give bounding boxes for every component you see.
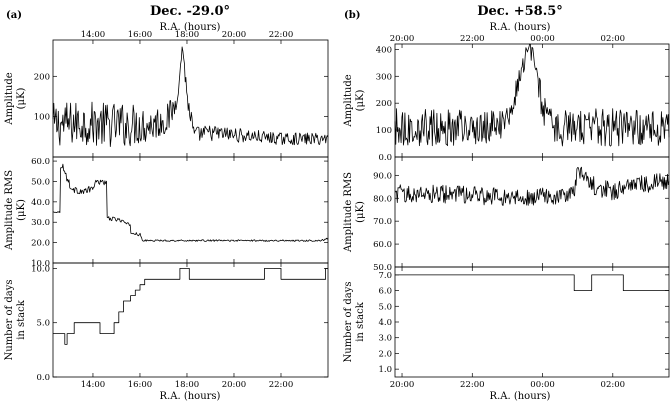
panel-a-subplot-1-ylabel-line2: (μK) [16, 88, 27, 110]
panel-b-top-xtick-label: 20:00 [390, 34, 415, 44]
panel-b-plot: 0.0100200300400Amplitude(μK)50.060.070.0… [343, 34, 670, 390]
panel-a-subplot-2-series-line [52, 163, 329, 242]
panel-a-subplot-3-frame [52, 262, 329, 378]
panel-b-subplot-1-ytick-label: 0.0 [378, 153, 392, 163]
panel-a-subplot-3-ytick-label: 0.0 [36, 373, 50, 383]
panel-a-subplot-2-frame [52, 156, 329, 264]
panel-b-subplot-3-ylabel-line2: in stack [355, 301, 366, 342]
panel-b-subplot-2-ylabel-line2: (μK) [355, 201, 366, 223]
panel-a-subplot-2-ytick-label: 10.0 [31, 259, 50, 269]
panel-b-bottom-xtick-label: 02:00 [601, 380, 626, 390]
panel-a-bottom-xtick-label: 14:00 [81, 380, 106, 390]
panel-b-subplot-3-ytick-label: 5.0 [378, 302, 392, 312]
panel-a-bottom-xtick-label: 20:00 [222, 380, 247, 390]
panel-b-subplot-1-ylabel: Amplitude(μK) [343, 74, 366, 127]
panel-b-subplot-1-ytick-label: 200 [376, 99, 392, 109]
panel-b-bottom-xtick-label: 00:00 [530, 380, 555, 390]
panel-a-subplot-1-series-line [52, 46, 329, 148]
panel-b-subplot-3-frame [394, 266, 670, 378]
panel-b-bottom-xtick-label: 22:00 [460, 380, 485, 390]
panel-a-top-xtick-label: 20:00 [222, 30, 247, 40]
panel-a-plot: 100200Amplitude(μK)10.020.030.040.050.06… [4, 30, 329, 390]
panel-a-subplot-2-ylabel: Amplitude RMS(μK) [4, 170, 27, 251]
panel-a-subplot-2-ytick-label: 20.0 [31, 239, 50, 249]
panel-a-top-xtick-label: 22:00 [269, 30, 294, 40]
panel-b-bottom-axis-label: R.A. (hours) [490, 391, 551, 402]
panel-b-subplot-1-ytick-label: 300 [376, 72, 392, 82]
panel-b-subplot-2-ylabel: Amplitude RMS(μK) [343, 172, 366, 253]
panel-b-subplot-3-ylabel: Number of daysin stack [343, 282, 366, 363]
panel-b-subplot-1-ytick-label: 100 [376, 126, 392, 136]
panel-a-subplot-2-ytick-label: 60.0 [31, 157, 50, 167]
panel-b-subplot-2-ytick-label: 90.0 [373, 171, 392, 181]
panel-b-subplot-3-ytick-label: 1.0 [378, 365, 392, 375]
panel-b-top-axis-label: R.A. (hours) [490, 22, 551, 33]
panel-a-subplot-1-ytick-label: 200 [34, 72, 50, 82]
panel-b-title: Dec. +58.5° [477, 4, 563, 19]
panel-a-subplot-1-ylabel-line1: Amplitude [4, 72, 15, 125]
panel-a-top-xtick-label: 16:00 [128, 30, 153, 40]
panel-b-subplot-3-ylabel-line1: Number of days [343, 282, 354, 363]
panel-b-subplot-3-ytick-label: 3.0 [378, 334, 392, 344]
panel-a-subplot-2-ytick-label: 50.0 [31, 177, 50, 187]
panel-b-subplot-1-series-line [394, 43, 670, 147]
panel-a-subplot-2-ytick-label: 40.0 [31, 198, 50, 208]
panel-a-label: (a) [6, 10, 22, 21]
panel-b-subplot-1-ytick-label: 400 [376, 45, 392, 55]
panel-b-label: (b) [344, 10, 360, 21]
panel-b-subplot-2-ytick-label: 70.0 [373, 217, 392, 227]
panel-b-subplot-2-series-line [394, 166, 670, 206]
panel-a-subplot-1-frame [52, 39, 329, 158]
panel-b-subplot-2-ytick-label: 50.0 [373, 263, 392, 273]
panel-b-subplot-2-ytick-label: 80.0 [373, 194, 392, 204]
panel-b-subplot-2-ytick-label: 60.0 [373, 240, 392, 250]
panel-a-subplot-3-ylabel-line2: in stack [16, 299, 27, 340]
panel-a-subplot-3-ylabel-line1: Number of days [4, 280, 15, 361]
panel-b-subplot-1-ylabel-line1: Amplitude [343, 74, 354, 127]
panel-a-subplot-3-ylabel: Number of daysin stack [4, 280, 27, 361]
panel-a-bottom-axis-label: R.A. (hours) [160, 391, 221, 402]
panel-b-subplot-3-series-line [395, 274, 669, 292]
panel-a-top-axis-label: R.A. (hours) [160, 22, 221, 33]
panel-b-subplot-3-ytick-label: 6.0 [378, 287, 392, 297]
panel-a-subplot-3-series-line [53, 267, 328, 345]
panel-b-subplot-1-ylabel-line2: (μK) [355, 90, 366, 112]
panel-b-top-xtick-label: 02:00 [601, 34, 626, 44]
panel-b-bottom-xtick-label: 20:00 [390, 380, 415, 390]
panel-a-top-xtick-label: 18:00 [175, 30, 200, 40]
panel-b-subplot-3-ytick-label: 7.0 [378, 271, 392, 281]
panel-a-subplot-1-ytick-label: 100 [34, 113, 50, 123]
panel-a-subplot-2-ytick-label: 30.0 [31, 218, 50, 228]
panel-a-title: Dec. -29.0° [150, 4, 230, 19]
panel-a-bottom-xtick-label: 22:00 [269, 380, 294, 390]
panel-a-subplot-1-ylabel: Amplitude(μK) [4, 72, 27, 125]
panel-b-top-xtick-label: 00:00 [530, 34, 555, 44]
panel-a-subplot-3-ytick-label: 5.0 [36, 319, 50, 329]
panel-a-top-xtick-label: 14:00 [81, 30, 106, 40]
panel-b-subplot-2-frame [394, 156, 670, 268]
panel-b-subplot-3-ytick-label: 4.0 [378, 318, 392, 328]
panel-a-subplot-2-ylabel-line2: (μK) [16, 199, 27, 221]
panel-b-subplot-2-ylabel-line1: Amplitude RMS [343, 172, 354, 253]
panel-a-bottom-xtick-label: 18:00 [175, 380, 200, 390]
panel-a-subplot-3-ytick-label: 10.0 [31, 264, 50, 274]
panel-a-bottom-xtick-label: 16:00 [128, 380, 153, 390]
panel-a-subplot-2-ylabel-line1: Amplitude RMS [4, 170, 15, 251]
panel-b-subplot-3-ytick-label: 2.0 [378, 349, 392, 359]
panel-b-top-xtick-label: 22:00 [460, 34, 485, 44]
